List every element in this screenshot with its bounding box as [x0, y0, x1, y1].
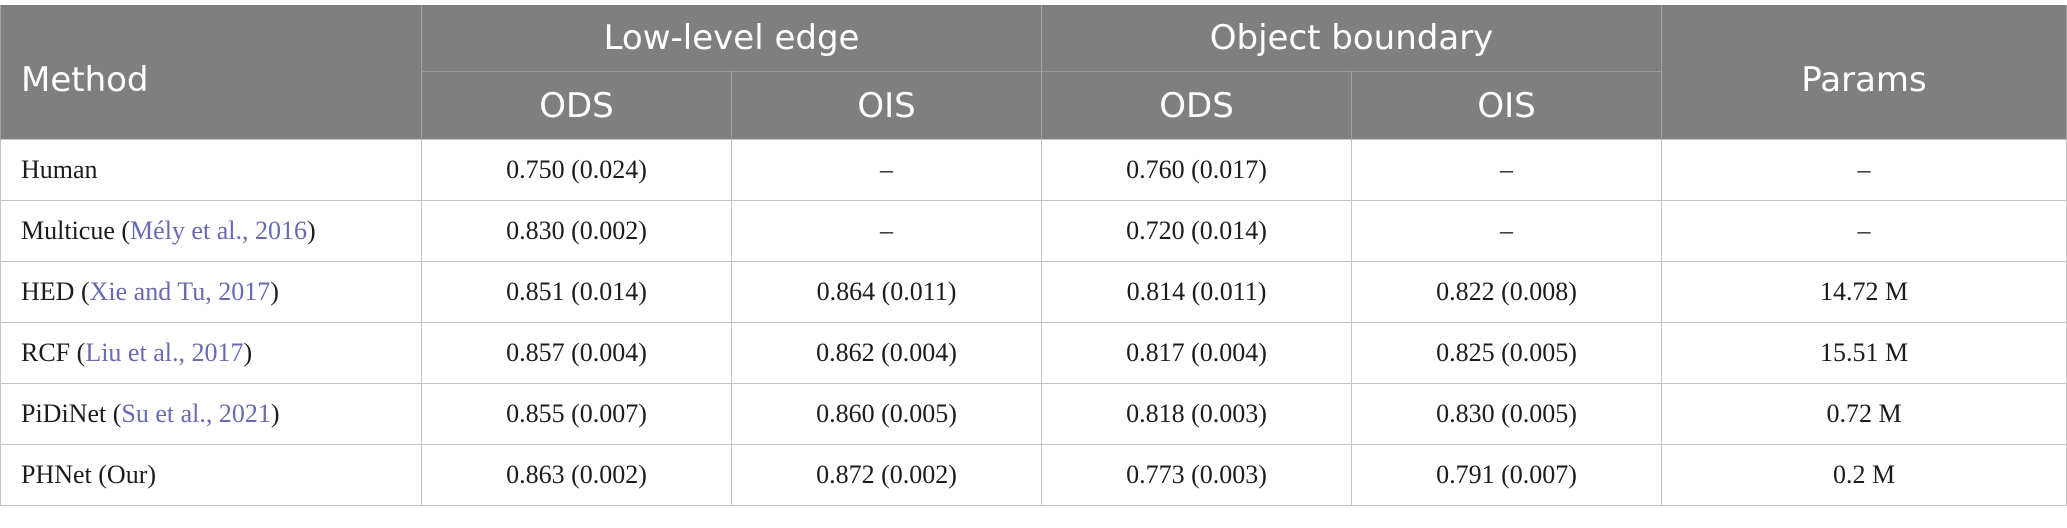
results-table: Method Low-level edge Object boundary Pa…: [0, 5, 2067, 506]
ob-ois-header: OIS: [1351, 71, 1663, 140]
ll-ods-cell: 0.855 (0.007): [421, 383, 732, 445]
params-cell: –: [1661, 139, 2067, 201]
ll-ois-cell: 0.860 (0.005): [730, 383, 1043, 445]
method-name: PiDiNet: [21, 399, 107, 428]
ll-ods-cell: 0.750 (0.024): [421, 139, 732, 201]
table-header: Method Low-level edge Object boundary Pa…: [0, 5, 2067, 140]
method-name: PHNet (Our): [21, 460, 157, 489]
table-body: Human 0.750 (0.024) – 0.760 (0.017) – – …: [0, 139, 2067, 506]
ob-ois-cell: –: [1351, 200, 1663, 262]
ob-ods-cell: 0.720 (0.014): [1041, 200, 1353, 262]
ob-ois-cell: 0.825 (0.005): [1351, 322, 1663, 384]
params-cell: 14.72 M: [1661, 261, 2067, 323]
ob-ois-cell: –: [1351, 139, 1663, 201]
ob-ods-cell: 0.773 (0.003): [1041, 444, 1353, 506]
header-row-metrics: ODS OIS ODS OIS: [1, 71, 2067, 140]
ll-ois-cell: –: [730, 139, 1043, 201]
table-row: PiDiNet (Su et al., 2021) 0.855 (0.007) …: [0, 383, 2067, 445]
params-cell: 0.72 M: [1661, 383, 2067, 445]
header-row-groups: Method Low-level edge Object boundary Pa…: [0, 5, 2067, 140]
ll-ois-cell: –: [730, 200, 1043, 262]
method-name: Multicue: [21, 216, 115, 245]
params-cell: –: [1661, 200, 2067, 262]
ob-ods-cell: 0.814 (0.011): [1041, 261, 1353, 323]
low-level-edge-header: Low-level edge: [420, 5, 1043, 72]
ll-ods-cell: 0.863 (0.002): [421, 444, 732, 506]
ll-ods-cell: 0.851 (0.014): [421, 261, 732, 323]
object-boundary-header: Object boundary: [1041, 5, 1663, 72]
ob-ods-cell: 0.760 (0.017): [1041, 139, 1353, 201]
ll-ois-header: OIS: [730, 71, 1043, 140]
table-row: Human 0.750 (0.024) – 0.760 (0.017) – –: [0, 139, 2067, 201]
table-row: PHNet (Our) 0.863 (0.002) 0.872 (0.002) …: [0, 444, 2067, 506]
method-cell: RCF (Liu et al., 2017): [0, 322, 422, 384]
method-cell: PiDiNet (Su et al., 2021): [0, 383, 422, 445]
method-cell: PHNet (Our): [0, 444, 422, 506]
ll-ois-cell: 0.864 (0.011): [730, 261, 1043, 323]
table-row: Multicue (Mély et al., 2016) 0.830 (0.00…: [0, 200, 2067, 262]
citation-link[interactable]: Mély et al., 2016: [130, 216, 307, 245]
params-header: Params: [1661, 5, 2067, 140]
ll-ods-cell: 0.830 (0.002): [421, 200, 732, 262]
params-cell: 15.51 M: [1661, 322, 2067, 384]
method-name: HED: [21, 277, 75, 306]
citation-link[interactable]: Liu et al., 2017: [85, 338, 244, 367]
ll-ois-cell: 0.862 (0.004): [730, 322, 1043, 384]
ob-ois-cell: 0.791 (0.007): [1351, 444, 1663, 506]
ob-ods-header: ODS: [1041, 71, 1353, 140]
ob-ois-cell: 0.830 (0.005): [1351, 383, 1663, 445]
ll-ois-cell: 0.872 (0.002): [730, 444, 1043, 506]
ob-ods-cell: 0.818 (0.003): [1041, 383, 1353, 445]
method-header: Method: [0, 5, 422, 140]
ll-ods-header: ODS: [421, 71, 732, 140]
method-cell: Multicue (Mély et al., 2016): [0, 200, 422, 262]
table-row: RCF (Liu et al., 2017) 0.857 (0.004) 0.8…: [0, 322, 2067, 384]
ob-ods-cell: 0.817 (0.004): [1041, 322, 1353, 384]
ob-ois-cell: 0.822 (0.008): [1351, 261, 1663, 323]
params-cell: 0.2 M: [1661, 444, 2067, 506]
method-name: Human: [21, 155, 98, 184]
citation-link[interactable]: Xie and Tu, 2017: [89, 277, 271, 306]
method-name: RCF: [21, 338, 71, 367]
citation-link[interactable]: Su et al., 2021: [121, 399, 271, 428]
method-cell: Human: [0, 139, 422, 201]
ll-ods-cell: 0.857 (0.004): [421, 322, 732, 384]
method-cell: HED (Xie and Tu, 2017): [0, 261, 422, 323]
table-row: HED (Xie and Tu, 2017) 0.851 (0.014) 0.8…: [0, 261, 2067, 323]
